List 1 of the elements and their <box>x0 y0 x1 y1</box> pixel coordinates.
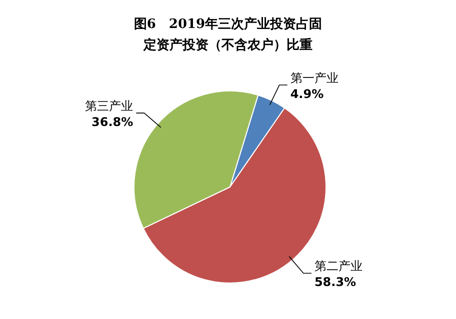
chart-title: 图6 2019年三次产业投资占固定资产投资（不含农户）比重 <box>132 16 324 55</box>
